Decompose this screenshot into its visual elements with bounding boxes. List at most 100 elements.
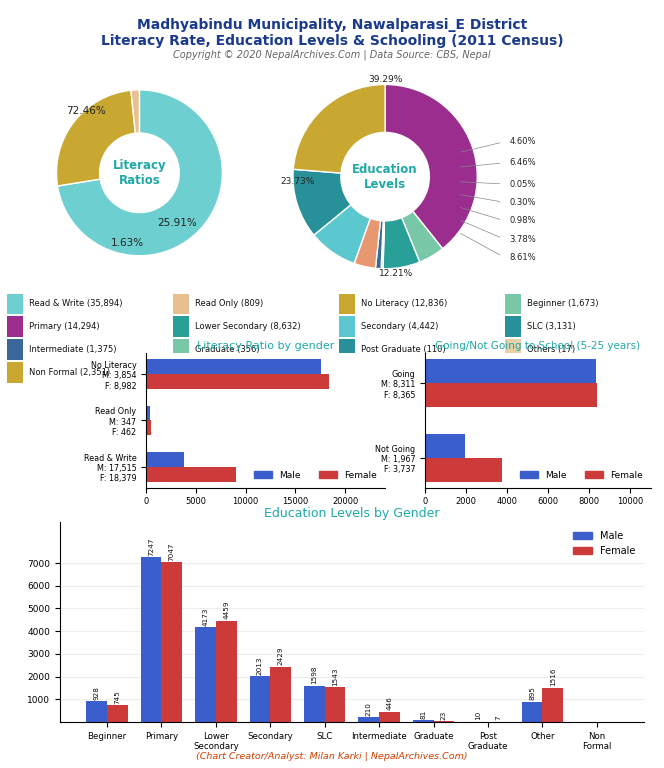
FancyBboxPatch shape bbox=[505, 293, 521, 314]
Bar bbox=[107, 705, 127, 722]
Bar bbox=[250, 677, 270, 722]
Text: 2013: 2013 bbox=[257, 657, 263, 675]
Title: Going/Not Going to School (5-25 years): Going/Not Going to School (5-25 years) bbox=[436, 341, 640, 351]
Text: No Literacy (12,836): No Literacy (12,836) bbox=[361, 300, 447, 309]
Text: 4459: 4459 bbox=[223, 601, 229, 619]
Wedge shape bbox=[402, 211, 443, 262]
Text: 6.46%: 6.46% bbox=[509, 158, 536, 167]
Text: Education
Levels: Education Levels bbox=[353, 163, 418, 190]
Bar bbox=[161, 562, 182, 722]
Text: 4173: 4173 bbox=[203, 607, 208, 626]
Bar bbox=[146, 452, 185, 467]
Bar bbox=[146, 467, 236, 482]
Text: 12.21%: 12.21% bbox=[379, 269, 413, 278]
Text: Post Graduate (110): Post Graduate (110) bbox=[361, 345, 445, 354]
Text: Primary (14,294): Primary (14,294) bbox=[29, 323, 99, 331]
Text: Non Formal (2,351): Non Formal (2,351) bbox=[29, 368, 110, 377]
Wedge shape bbox=[383, 221, 384, 269]
Bar bbox=[86, 701, 107, 722]
Text: 895: 895 bbox=[529, 687, 535, 700]
FancyBboxPatch shape bbox=[173, 339, 189, 360]
Text: Intermediate (1,375): Intermediate (1,375) bbox=[29, 345, 116, 354]
Text: Others (17): Others (17) bbox=[527, 345, 574, 354]
Wedge shape bbox=[131, 90, 139, 133]
Title: Literacy Ratio by gender: Literacy Ratio by gender bbox=[197, 341, 334, 351]
Wedge shape bbox=[375, 220, 383, 269]
Text: 23.73%: 23.73% bbox=[280, 177, 315, 186]
FancyBboxPatch shape bbox=[7, 293, 23, 314]
Text: Copyright © 2020 NepalArchives.Com | Data Source: CBS, Nepal: Copyright © 2020 NepalArchives.Com | Dat… bbox=[173, 49, 491, 60]
Text: 0.98%: 0.98% bbox=[509, 217, 536, 225]
Wedge shape bbox=[385, 84, 477, 249]
Text: 745: 745 bbox=[114, 690, 120, 703]
Text: (Chart Creator/Analyst: Milan Karki | NepalArchives.Com): (Chart Creator/Analyst: Milan Karki | Ne… bbox=[196, 752, 468, 761]
Text: 0.30%: 0.30% bbox=[509, 198, 536, 207]
Text: 39.29%: 39.29% bbox=[368, 75, 402, 84]
Wedge shape bbox=[58, 90, 222, 256]
FancyBboxPatch shape bbox=[7, 362, 23, 382]
Text: 23: 23 bbox=[441, 711, 447, 720]
FancyBboxPatch shape bbox=[339, 339, 355, 360]
Bar bbox=[425, 434, 465, 458]
Bar bbox=[304, 686, 325, 722]
Text: Literacy Rate, Education Levels & Schooling (2011 Census): Literacy Rate, Education Levels & School… bbox=[101, 34, 563, 48]
Legend: Male, Female: Male, Female bbox=[516, 467, 646, 483]
Text: 1516: 1516 bbox=[550, 667, 556, 686]
Text: Madhyabindu Municipality, Nawalparasi_E District: Madhyabindu Municipality, Nawalparasi_E … bbox=[137, 18, 527, 32]
Bar bbox=[146, 406, 149, 421]
Title: Education Levels by Gender: Education Levels by Gender bbox=[264, 507, 440, 520]
Bar bbox=[146, 359, 321, 374]
Text: 7: 7 bbox=[495, 716, 501, 720]
Bar bbox=[413, 720, 434, 722]
FancyBboxPatch shape bbox=[7, 316, 23, 337]
FancyBboxPatch shape bbox=[173, 293, 189, 314]
Bar bbox=[379, 712, 400, 722]
Text: 446: 446 bbox=[386, 697, 392, 710]
Text: 1543: 1543 bbox=[332, 667, 338, 686]
FancyBboxPatch shape bbox=[339, 293, 355, 314]
Bar bbox=[425, 383, 597, 407]
Text: 0.05%: 0.05% bbox=[509, 180, 536, 188]
Text: Lower Secondary (8,632): Lower Secondary (8,632) bbox=[195, 323, 300, 331]
Text: SLC (3,131): SLC (3,131) bbox=[527, 323, 575, 331]
Bar bbox=[146, 374, 329, 389]
Bar bbox=[425, 458, 502, 482]
Text: 7047: 7047 bbox=[169, 542, 175, 561]
Wedge shape bbox=[293, 84, 385, 173]
Text: 25.91%: 25.91% bbox=[157, 217, 197, 227]
Text: Beginner (1,673): Beginner (1,673) bbox=[527, 300, 598, 309]
Text: Secondary (4,442): Secondary (4,442) bbox=[361, 323, 438, 331]
Text: Read & Write (35,894): Read & Write (35,894) bbox=[29, 300, 122, 309]
FancyBboxPatch shape bbox=[505, 316, 521, 337]
Text: 3.78%: 3.78% bbox=[509, 235, 537, 243]
Bar bbox=[425, 359, 596, 383]
FancyBboxPatch shape bbox=[339, 316, 355, 337]
Bar bbox=[542, 687, 563, 722]
Text: Read Only (809): Read Only (809) bbox=[195, 300, 263, 309]
Legend: Male, Female: Male, Female bbox=[569, 527, 639, 560]
Wedge shape bbox=[293, 169, 351, 235]
Bar bbox=[146, 421, 151, 435]
Bar bbox=[270, 667, 291, 722]
FancyBboxPatch shape bbox=[7, 339, 23, 360]
FancyBboxPatch shape bbox=[505, 339, 521, 360]
Text: Literacy
Ratios: Literacy Ratios bbox=[113, 159, 166, 187]
Bar bbox=[359, 717, 379, 722]
Text: 7247: 7247 bbox=[148, 538, 154, 556]
Text: 210: 210 bbox=[366, 702, 372, 716]
Bar bbox=[216, 621, 236, 722]
Wedge shape bbox=[381, 221, 384, 269]
Legend: Male, Female: Male, Female bbox=[250, 467, 380, 483]
Wedge shape bbox=[56, 91, 135, 186]
Text: Graduate (356): Graduate (356) bbox=[195, 345, 259, 354]
Text: 10: 10 bbox=[475, 711, 481, 720]
Wedge shape bbox=[354, 218, 380, 268]
Text: 1.63%: 1.63% bbox=[110, 238, 143, 248]
Wedge shape bbox=[383, 217, 420, 269]
Bar bbox=[141, 558, 161, 722]
Text: 928: 928 bbox=[94, 686, 100, 700]
Bar bbox=[195, 627, 216, 722]
FancyBboxPatch shape bbox=[173, 316, 189, 337]
Text: 81: 81 bbox=[420, 710, 426, 719]
Bar bbox=[325, 687, 345, 722]
